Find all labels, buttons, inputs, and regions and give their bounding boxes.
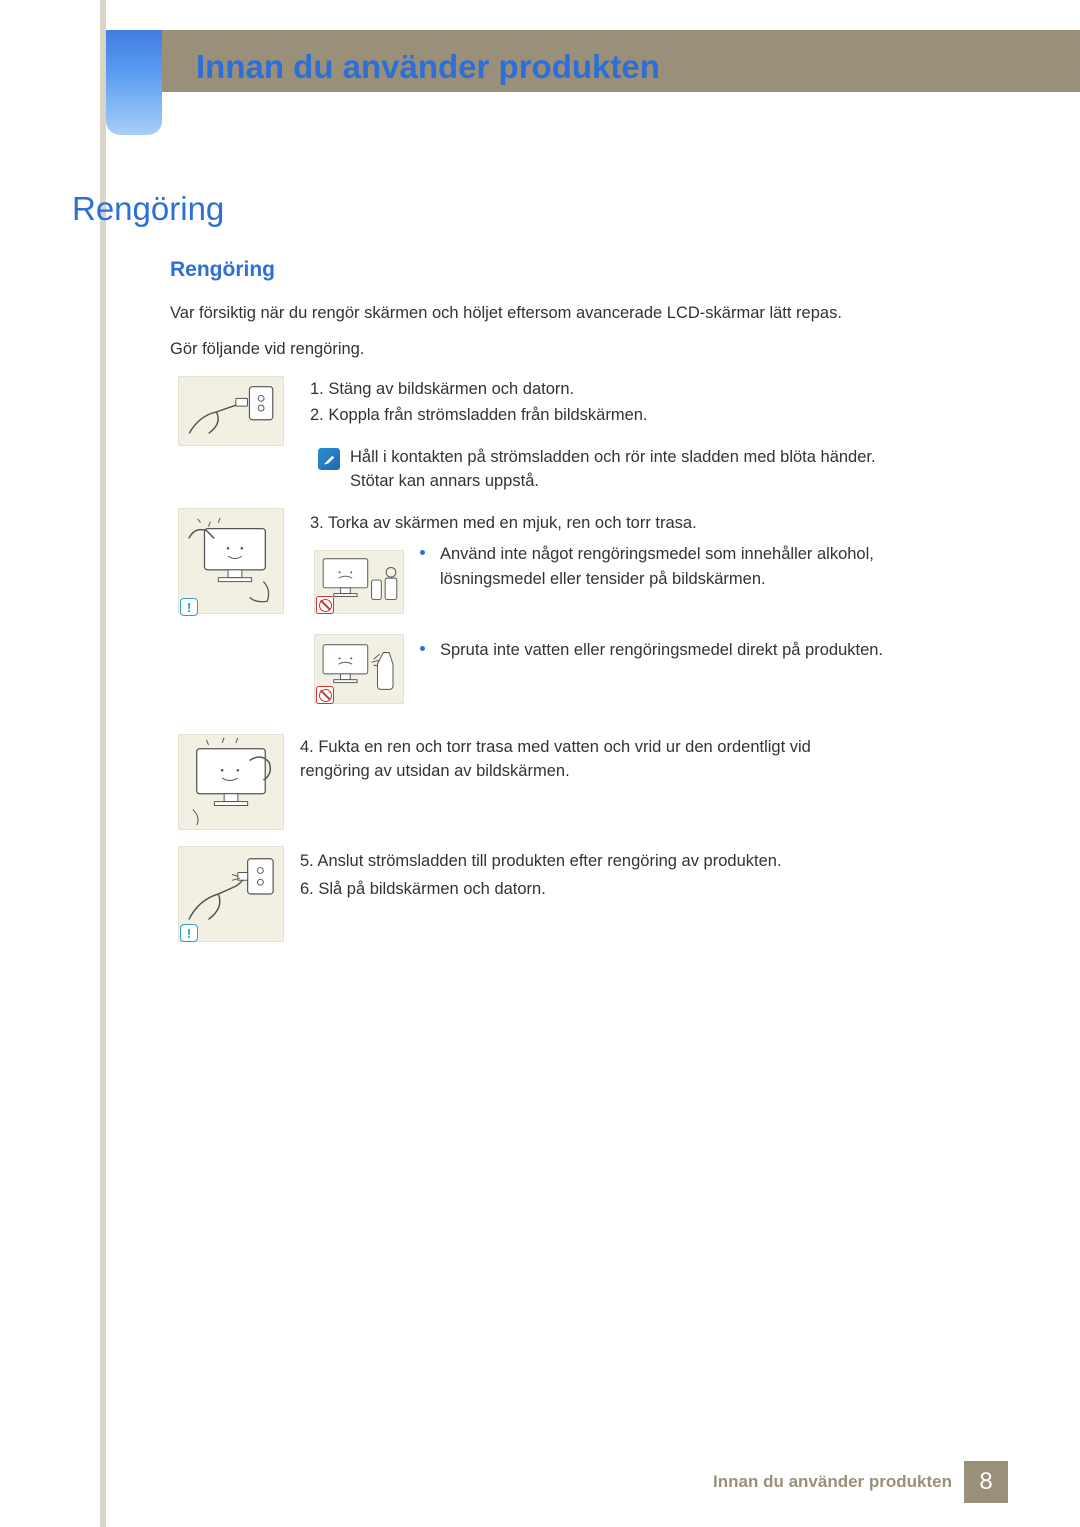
note-icon <box>318 448 340 470</box>
illustration-unplug <box>178 376 284 446</box>
chapter-title: Innan du använder produkten <box>196 48 660 86</box>
step-5: 5. Anslut strömsladden till produkten ef… <box>300 850 880 874</box>
step-3: 3. Torka av skärmen med en mjuk, ren och… <box>310 512 697 536</box>
step-6: 6. Slå på bildskärmen och datorn. <box>300 878 880 902</box>
prohibited-icon <box>316 686 334 704</box>
illustration-wipe-exterior <box>178 734 284 830</box>
page-number: 8 <box>964 1461 1008 1503</box>
section-title: Rengöring <box>72 190 224 228</box>
bullet-1: Använd inte något rengöringsmedel som in… <box>420 542 910 592</box>
intro-text-1: Var försiktig när du rengör skärmen och … <box>170 302 842 326</box>
chapter-tab <box>106 30 162 135</box>
bullet-dot-icon <box>420 646 425 651</box>
step-4: 4. Fukta en ren och torr trasa med vatte… <box>300 736 880 784</box>
bullet-2: Spruta inte vatten eller rengöringsmedel… <box>420 638 910 663</box>
intro-text-2: Gör följande vid rengöring. <box>170 338 364 362</box>
info-badge-icon <box>180 924 198 942</box>
info-badge-icon <box>180 598 198 616</box>
left-margin-stripe <box>100 0 106 1527</box>
footer-chapter-label: Innan du använder produkten <box>713 1472 952 1492</box>
step-1: 1. Stäng av bildskärmen och datorn. <box>310 378 574 402</box>
step-2: 2. Koppla från strömsladden från bildskä… <box>310 404 648 428</box>
bullet-dot-icon <box>420 550 425 555</box>
subsection-title: Rengöring <box>170 258 275 282</box>
prohibited-icon <box>316 596 334 614</box>
bullet-1-text: Använd inte något rengöringsmedel som in… <box>440 542 910 592</box>
note-1: Håll i kontakten på strömsladden och rör… <box>350 446 910 494</box>
bullet-2-text: Spruta inte vatten eller rengöringsmedel… <box>440 638 910 663</box>
